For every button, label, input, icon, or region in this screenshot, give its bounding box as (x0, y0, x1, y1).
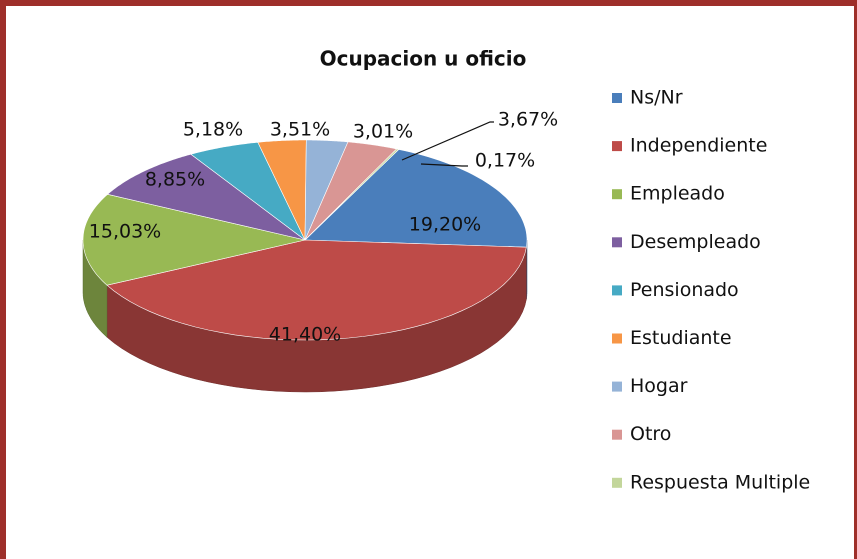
legend-label: Estudiante (630, 327, 732, 349)
data-label: 0,17% (475, 150, 535, 172)
pie-slice (106, 153, 306, 241)
legend-label: Respuesta Multiple (630, 471, 810, 493)
data-label: 3,67% (498, 109, 558, 131)
data-label: 5,18% (183, 119, 243, 141)
data-label: 3,01% (353, 121, 413, 143)
pie-slice (304, 141, 398, 241)
legend-swatch (612, 333, 622, 344)
legend-swatch (612, 93, 622, 103)
pie-slice (190, 141, 306, 241)
data-label: 19,20% (409, 214, 481, 236)
leader-line (401, 121, 494, 161)
pie-slice (257, 139, 307, 241)
data-label: 15,03% (89, 221, 161, 243)
leader-line (420, 163, 468, 167)
data-label: 41,40% (269, 324, 341, 346)
pie-slice (106, 239, 527, 341)
legend-swatch (612, 237, 622, 248)
data-label: 8,85% (145, 169, 205, 191)
legend-label: Otro (630, 423, 671, 445)
chart-title: Ocupacion u oficio (320, 47, 527, 71)
legend-label: Empleado (630, 183, 725, 205)
data-label: 3,51% (270, 119, 330, 141)
legend-label: Desempleado (630, 231, 761, 253)
legend-label: Ns/Nr (630, 87, 683, 109)
legend-swatch (612, 189, 622, 200)
legend-swatch (612, 141, 622, 152)
legend-swatch (612, 429, 622, 440)
legend-label: Pensionado (630, 279, 739, 301)
legend-label: Independiente (630, 135, 767, 157)
legend-label: Hogar (630, 375, 688, 397)
legend-swatch (612, 381, 622, 392)
pie-slice (304, 148, 400, 241)
legend-swatch (612, 285, 622, 296)
legend-swatch (612, 477, 622, 488)
pie-slice (304, 149, 528, 248)
pie-slice (82, 193, 306, 286)
